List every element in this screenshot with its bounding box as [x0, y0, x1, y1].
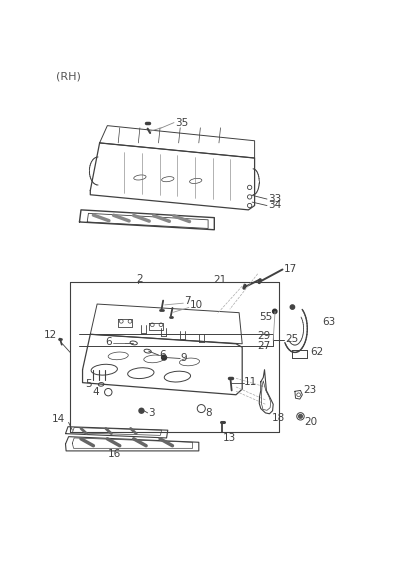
- Text: 16: 16: [107, 449, 121, 459]
- Text: (RH): (RH): [56, 72, 80, 82]
- Circle shape: [139, 408, 144, 413]
- Text: 11: 11: [244, 377, 257, 387]
- Text: 4: 4: [92, 387, 99, 397]
- Text: 17: 17: [284, 264, 297, 274]
- Text: 13: 13: [223, 433, 236, 443]
- Circle shape: [272, 309, 277, 314]
- Text: 21: 21: [214, 275, 227, 285]
- Text: 2: 2: [136, 274, 143, 284]
- Text: 34: 34: [268, 200, 281, 210]
- Text: 25: 25: [285, 334, 298, 344]
- Text: 14: 14: [52, 414, 65, 424]
- Text: 23: 23: [303, 385, 316, 394]
- Text: 33: 33: [268, 194, 281, 204]
- Text: 55: 55: [259, 312, 272, 322]
- Text: 63: 63: [322, 317, 336, 327]
- Text: 8: 8: [205, 408, 212, 418]
- Circle shape: [290, 305, 294, 309]
- Text: 12: 12: [44, 330, 57, 340]
- Text: 10: 10: [190, 300, 203, 310]
- Text: 7: 7: [184, 296, 190, 306]
- Text: 3: 3: [148, 408, 154, 418]
- Text: 6: 6: [105, 338, 111, 347]
- Text: 18: 18: [272, 413, 285, 423]
- Text: 27: 27: [258, 342, 271, 351]
- Text: 62: 62: [310, 347, 323, 357]
- Text: 5: 5: [85, 379, 92, 389]
- Text: 35: 35: [175, 118, 188, 127]
- Text: 20: 20: [304, 416, 317, 426]
- Text: 29: 29: [258, 331, 271, 341]
- Text: 6: 6: [159, 350, 166, 360]
- Circle shape: [299, 415, 302, 418]
- Text: 9: 9: [181, 353, 188, 363]
- Circle shape: [162, 355, 166, 360]
